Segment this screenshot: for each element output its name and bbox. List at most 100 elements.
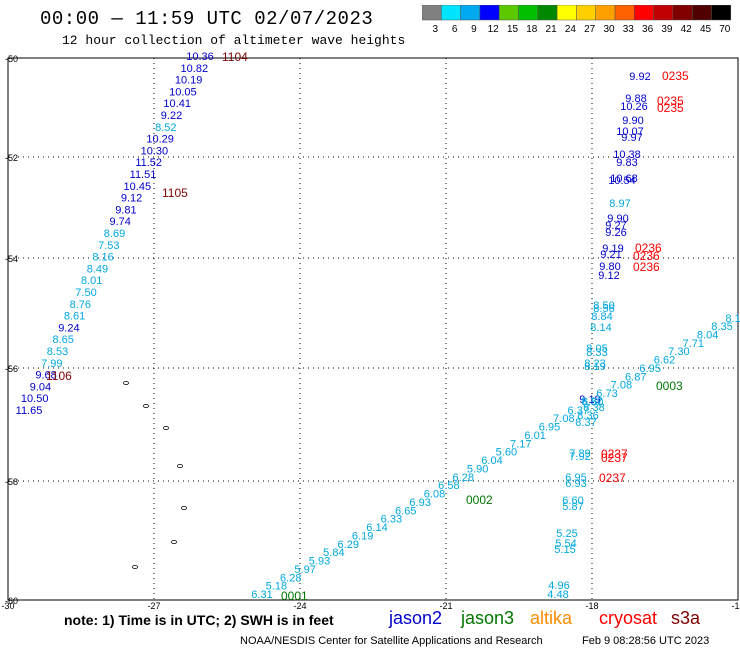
pass-time-label: 1104 [222,50,248,64]
swh-value-label: 6.08 [424,489,445,501]
swh-value-label: 7.92 [569,451,590,463]
swh-value-label: 7.99 [41,358,62,370]
lat-tick-label: -50 [5,54,18,64]
lon-tick-label: -18 [585,601,598,610]
swh-value-label: 8.38 [583,402,604,414]
lat-tick-label: -58 [5,477,18,487]
island-outline [171,540,177,545]
colorbar-swatch [711,5,732,21]
swh-value-label: 8.69 [104,228,125,240]
swh-value-label: 8.84 [591,311,612,323]
swh-value-label: 8.49 [87,263,108,275]
swh-value-label: 8.37 [581,396,602,408]
colorbar-tick-label: 3 [433,24,439,35]
map-title: 00:00 — 11:59 UTC 02/07/2023 [40,8,374,30]
swh-value-label: 5.87 [562,501,583,513]
swh-value-label: 6.58 [438,480,459,492]
swh-value-label: 10.26 [620,101,648,113]
swh-value-label: 9.68 [35,370,56,382]
swh-value-label: 10.05 [169,86,197,98]
legend-cryosat: cryosat [599,608,658,628]
credit-text: NOAA/NESDIS Center for Satellite Applica… [240,635,543,647]
swh-value-label: 10.50 [21,393,49,405]
legend-jason2: jason2 [389,608,443,628]
legend-altika: altika [530,608,573,628]
swh-value-label: 7.30 [668,346,689,358]
swh-value-label: 5.97 [294,564,315,576]
swh-value-label: 8.01 [81,275,102,287]
swh-value-label: 10.82 [181,63,209,75]
swh-value-label: 9.26 [605,227,626,239]
colorbar-tick-label: 36 [642,24,654,35]
colorbar-tick-label: 45 [700,24,712,35]
swh-value-label: 10.36 [186,51,214,63]
swh-value-label: 10.54 [608,175,636,187]
swh-value-label: 10.68 [610,173,638,185]
swh-value-label: 9.92 [629,71,650,83]
swh-value-label: 4.96 [548,580,569,592]
swh-value-label: 7.71 [683,338,704,350]
swh-value-label: 5.54 [555,538,576,550]
island-outline [177,463,183,468]
lon-tick-label: -27 [147,601,160,610]
swh-value-label: 9.19 [579,394,600,406]
pass-time-label: 0235 [657,94,684,108]
swh-value-label: 9.97 [621,132,642,144]
pass-time-label: 0237 [599,471,626,485]
swh-value-label: 9.21 [600,249,621,261]
colorbar-tick-label: 70 [719,24,731,35]
swh-value-label: 8.76 [70,299,91,311]
swh-value-label: 8.16 [92,252,113,264]
swh-value-label: 6.28 [453,472,474,484]
swh-value-label: 11.52 [135,157,162,169]
swh-value-label: 9.27 [605,220,626,232]
note-text: note: 1) Time is in UTC; 2) SWH is in fe… [64,612,334,628]
pass-time-label: 0002 [466,493,493,507]
swh-value-label: 5.18 [266,581,287,593]
swh-value-label: 8.52 [155,122,176,134]
swh-value-label: 11.65 [16,405,43,417]
swh-value-label: 6.01 [524,430,545,442]
swh-value-label: 10.07 [616,126,644,138]
swh-value-label: 8.56 [593,303,614,315]
swh-value-label: 6.14 [366,522,387,534]
swh-value-label: 5.93 [309,556,330,568]
swh-value-label: 6.50 [582,396,603,408]
swh-value-label: 6.29 [338,539,359,551]
swh-value-label: 8.1 [725,313,740,325]
swh-value-label: 8.04 [697,329,718,341]
swh-value-label: 6.33 [381,514,402,526]
colorbar-tick-label: 6 [452,24,458,35]
swh-value-label: 9.81 [115,204,136,216]
swh-value-label: 6.95 [639,363,660,375]
swh-value-label: 8.05 [586,343,607,355]
swh-value-label: 9.12 [121,193,142,205]
colorbar-tick-label: 12 [488,24,500,35]
swh-value-label: 6.04 [481,455,502,467]
lon-tick-label: -15 [731,601,740,610]
swh-value-label: 6.95 [565,472,586,484]
swh-value-label: 8.61 [64,311,85,323]
swh-value-label: 8.37 [575,417,596,429]
swh-value-label: 9.80 [599,261,620,273]
swh-value-label: 8.23 [584,358,605,370]
swh-value-label: 9.90 [607,213,628,225]
swh-value-label: 7.50 [75,287,96,299]
map-frame [7,57,739,601]
swh-value-label: 10.41 [163,98,191,110]
swh-value-label: 6.62 [654,355,675,367]
lat-tick-label: -52 [5,153,18,163]
pass-time-label: 1105 [162,186,188,200]
lat-tick-label: -56 [5,364,18,374]
swh-value-label: 5.15 [554,544,575,556]
colorbar-tick-label: 42 [681,24,693,35]
swh-value-label: 7.89 [569,448,590,460]
pass-time-label: 0237 [601,447,628,461]
colorbar-tick-label: 18 [526,24,538,35]
swh-value-label: 6.19 [352,530,373,542]
swh-value-label: 6.95 [539,422,560,434]
credit-time: Feb 9 08:28:56 UTC 2023 [582,635,710,647]
swh-value-label: 6.37 [568,405,589,417]
swh-value-label: 8.53 [47,346,68,358]
swh-value-label: 5.25 [556,528,577,540]
